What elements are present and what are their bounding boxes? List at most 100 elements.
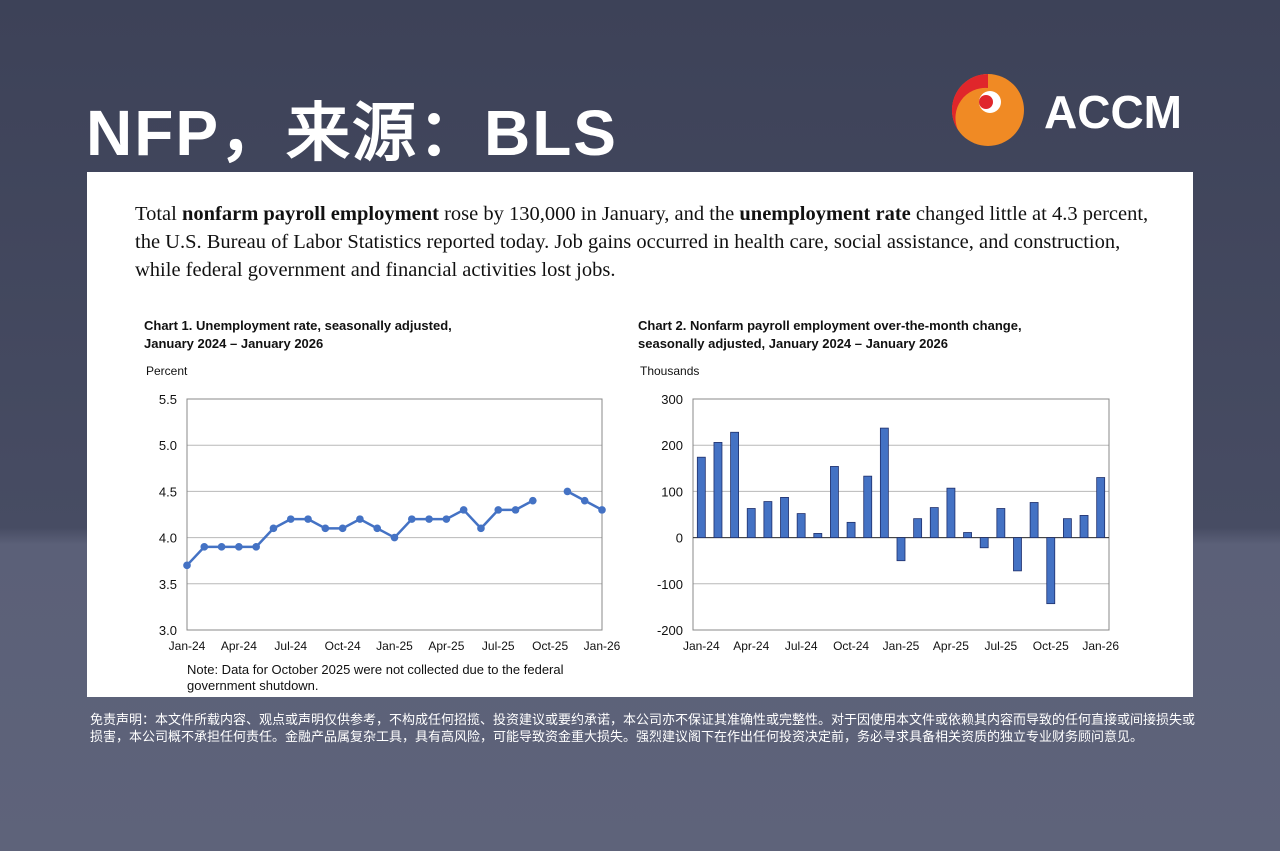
x-tick-label: Jul-25 xyxy=(984,639,1017,653)
disclaimer: 免责声明：本文件所载内容、观点或声明仅供参考，不构成任何招揽、投资建议或要约承诺… xyxy=(90,712,1196,744)
x-tick-label: Apr-24 xyxy=(221,639,257,653)
bar xyxy=(1096,477,1106,539)
series-point xyxy=(390,533,399,542)
bar xyxy=(796,513,806,538)
bar xyxy=(830,466,839,538)
series-point xyxy=(442,515,451,523)
bar xyxy=(879,427,889,538)
bar xyxy=(896,537,906,562)
chart-note: government shutdown. xyxy=(187,678,319,693)
x-tick-label: Apr-25 xyxy=(428,639,464,653)
bar xyxy=(979,537,989,549)
series-point xyxy=(425,515,433,523)
y-tick-label: -100 xyxy=(657,577,683,592)
series-point xyxy=(304,515,312,523)
series-point xyxy=(269,524,278,533)
bar xyxy=(730,431,739,539)
x-tick-label: Apr-24 xyxy=(733,639,769,653)
text: Total xyxy=(135,203,182,225)
series-point xyxy=(580,496,589,505)
summary-paragraph: Total nonfarm payroll employment rose by… xyxy=(135,200,1155,284)
bar xyxy=(813,533,823,539)
bar xyxy=(913,518,923,539)
y-tick-label: 3.0 xyxy=(159,623,177,638)
y-tick-label: 5.5 xyxy=(159,392,177,407)
bar xyxy=(1029,502,1039,539)
plot-frame xyxy=(186,398,603,631)
series-point xyxy=(511,506,520,514)
chart-title: Chart 2. Nonfarm payroll employment over… xyxy=(638,318,1022,333)
series-point xyxy=(200,543,209,551)
y-tick-label: 0 xyxy=(676,531,683,546)
bar xyxy=(996,508,1006,538)
bar xyxy=(1079,515,1089,539)
chart-title: Chart 1. Unemployment rate, seasonally a… xyxy=(144,318,452,333)
y-tick-label: 4.0 xyxy=(159,531,177,546)
x-tick-label: Jul-24 xyxy=(785,639,818,653)
y-tick-label: 5.0 xyxy=(159,438,177,453)
series-point xyxy=(477,524,485,533)
bold-text: unemployment rate xyxy=(739,203,911,225)
x-tick-label: Oct-24 xyxy=(833,639,869,653)
x-tick-label: Oct-25 xyxy=(532,639,568,653)
series-point xyxy=(356,515,364,523)
chart-title: seasonally adjusted, January 2024 – Janu… xyxy=(638,336,948,351)
series-point xyxy=(529,496,537,505)
series-point xyxy=(459,506,468,514)
content-panel xyxy=(87,172,1193,697)
x-tick-label: Apr-25 xyxy=(933,639,969,653)
logo-dot-inner xyxy=(979,95,993,109)
bold-text: nonfarm payroll employment xyxy=(181,203,439,225)
y-tick-label: 300 xyxy=(661,392,683,407)
x-tick-label: Jul-24 xyxy=(274,639,307,653)
chart-title: January 2024 – January 2026 xyxy=(144,336,323,351)
x-tick-label: Oct-24 xyxy=(325,639,361,653)
bar xyxy=(696,456,706,539)
logo-arc xyxy=(951,73,988,130)
plot-frame xyxy=(692,398,1110,631)
series-point xyxy=(235,543,243,551)
x-tick-label: Jan-24 xyxy=(169,639,206,653)
bar xyxy=(763,501,773,538)
y-tick-label: -200 xyxy=(657,623,683,638)
y-tick-label: 3.5 xyxy=(159,577,177,592)
logo: ACCM xyxy=(951,73,1182,146)
bar xyxy=(713,442,723,539)
bar xyxy=(929,507,939,539)
series-line xyxy=(186,490,603,567)
bar xyxy=(1046,537,1056,605)
bar xyxy=(846,521,856,539)
chart-note: Note: Data for October 2025 were not col… xyxy=(187,662,564,677)
text: rose by 130,000 in January, and the xyxy=(438,203,740,225)
series-point xyxy=(373,524,382,533)
y-axis-label: Percent xyxy=(146,364,188,378)
y-tick-label: 100 xyxy=(661,484,683,499)
bar xyxy=(963,532,972,539)
text: changed little at 4.3 percent, the U.S. … xyxy=(135,203,1149,281)
page-title: NFP，来源：BLS xyxy=(86,97,618,169)
series-point xyxy=(338,524,347,533)
bar xyxy=(863,475,873,538)
bar xyxy=(780,497,789,539)
series-point xyxy=(407,515,416,523)
y-tick-label: 200 xyxy=(661,438,683,453)
series-point xyxy=(321,524,330,533)
logo-text: ACCM xyxy=(1044,86,1182,138)
series-point xyxy=(217,543,226,551)
series-point xyxy=(494,506,503,514)
bar xyxy=(1013,537,1022,572)
bar xyxy=(746,508,756,538)
x-tick-label: Jul-25 xyxy=(482,639,515,653)
x-tick-label: Jan-25 xyxy=(376,639,413,653)
bar xyxy=(1063,518,1072,539)
series-point xyxy=(598,506,606,514)
series-point xyxy=(252,543,260,551)
y-tick-label: 4.5 xyxy=(159,484,177,499)
x-tick-label: Oct-25 xyxy=(1033,639,1069,653)
x-tick-label: Jan-26 xyxy=(1082,639,1119,653)
y-axis-label: Thousands xyxy=(640,364,699,378)
x-tick-label: Jan-26 xyxy=(584,639,621,653)
series-point xyxy=(286,515,295,523)
